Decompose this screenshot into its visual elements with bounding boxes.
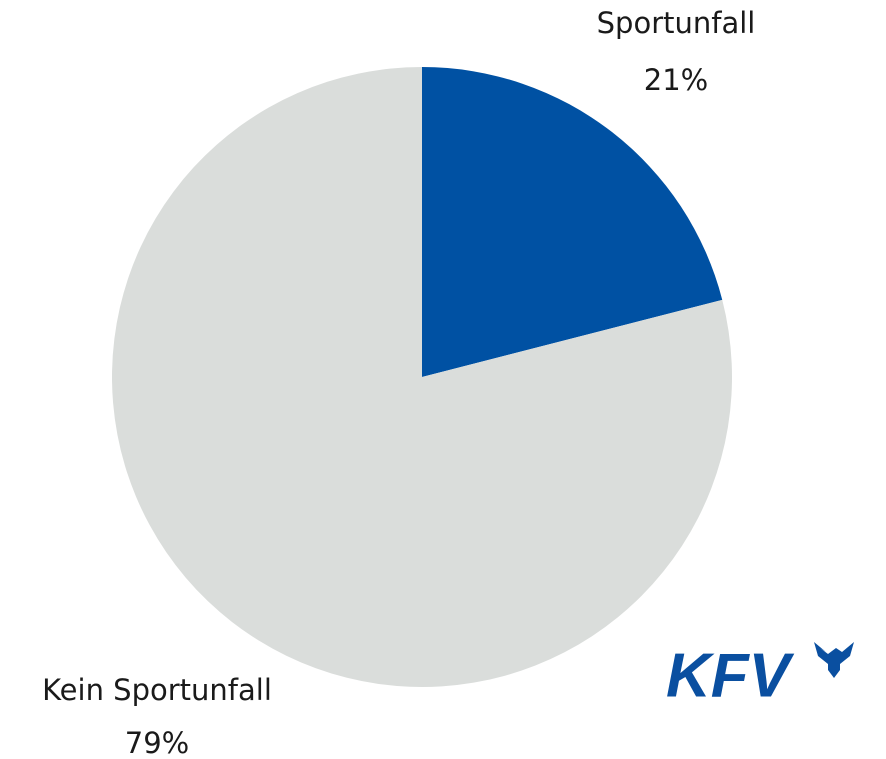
slice-value-label: 79%	[125, 726, 189, 759]
logo: KFV	[666, 641, 795, 710]
pie	[112, 67, 733, 687]
slice-label: Kein Sportunfall	[42, 673, 272, 707]
slice-label: Sportunfall	[597, 6, 756, 40]
slice-value-label: 21%	[644, 63, 708, 97]
logo-emblem	[814, 642, 854, 678]
pie-slice	[112, 67, 733, 687]
pie-slice	[422, 67, 723, 377]
